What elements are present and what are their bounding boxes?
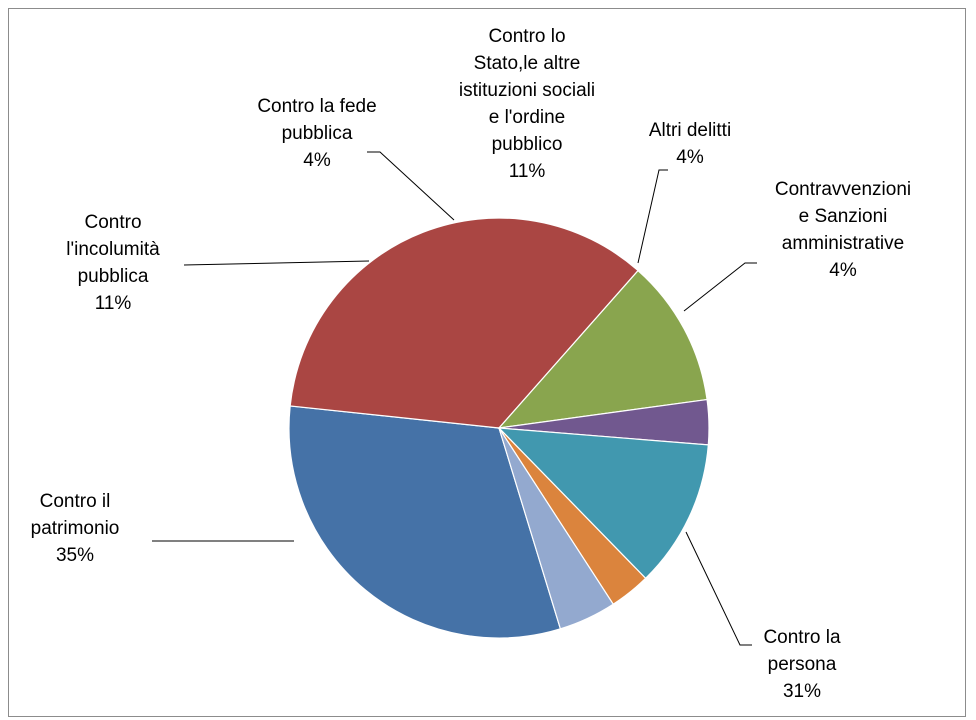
slice-percent-label: 35% xyxy=(56,545,94,566)
pie-slice xyxy=(498,427,615,630)
slice-name-label: pubblica xyxy=(282,123,353,144)
leader-line xyxy=(367,151,455,221)
pie-slice xyxy=(497,427,709,580)
slice-name-label: Contro il xyxy=(40,491,111,512)
pie-slice xyxy=(288,405,562,639)
slice-label: Altri delitti 4% xyxy=(649,120,731,168)
pie-slice xyxy=(497,269,708,429)
slice-name-label: Stato,le altre xyxy=(474,53,581,74)
slice-label: Contro il patrimonio 35% xyxy=(31,491,120,566)
leader-line xyxy=(637,169,668,264)
slice-name-label: Contro lo xyxy=(488,26,565,47)
slice-name-label: patrimonio xyxy=(31,518,120,539)
slice-label: Contro la persona 31% xyxy=(763,627,841,702)
slice-name-label: Altri delitti xyxy=(649,120,731,141)
leader-line xyxy=(183,260,370,266)
slice-name-label: persona xyxy=(768,654,837,675)
slice-name-label: e Sanzioni xyxy=(799,206,888,227)
slice-name-label: istituzioni sociali xyxy=(459,80,595,101)
slice-name-label: Contravvenzioni xyxy=(775,179,911,200)
slice-percent-label: 11% xyxy=(509,161,546,182)
slice-percent-label: 4% xyxy=(829,260,857,281)
leader-line xyxy=(685,531,752,646)
slice-name-label: Contro la xyxy=(763,627,841,648)
slice-name-label: Contro xyxy=(84,212,141,233)
slice-label: Contro l'incolumità pubblica 11% xyxy=(66,212,160,314)
slice-name-label: pubblico xyxy=(492,134,563,155)
slice-percent-label: 11% xyxy=(95,293,132,314)
slice-name-label: amministrative xyxy=(782,233,904,254)
slice-name-label: e l'ordine xyxy=(489,107,566,128)
slice-name-label: pubblica xyxy=(78,266,149,287)
slice-percent-label: 4% xyxy=(676,147,704,168)
slice-label: Contro la fede pubblica 4% xyxy=(257,96,376,171)
pie-slice xyxy=(289,217,639,429)
leader-line xyxy=(683,262,757,312)
slice-name-label: Contro la fede xyxy=(257,96,376,117)
slice-label: Contravvenzioni e Sanzioni amministrative 4… xyxy=(775,179,911,281)
slice-label: Contro lo Stato,le altre istituzioni socia… xyxy=(459,26,595,182)
slice-percent-label: 4% xyxy=(303,150,331,171)
slice-percent-label: 31% xyxy=(783,681,821,702)
slice-name-label: l'incolumità xyxy=(66,239,160,260)
